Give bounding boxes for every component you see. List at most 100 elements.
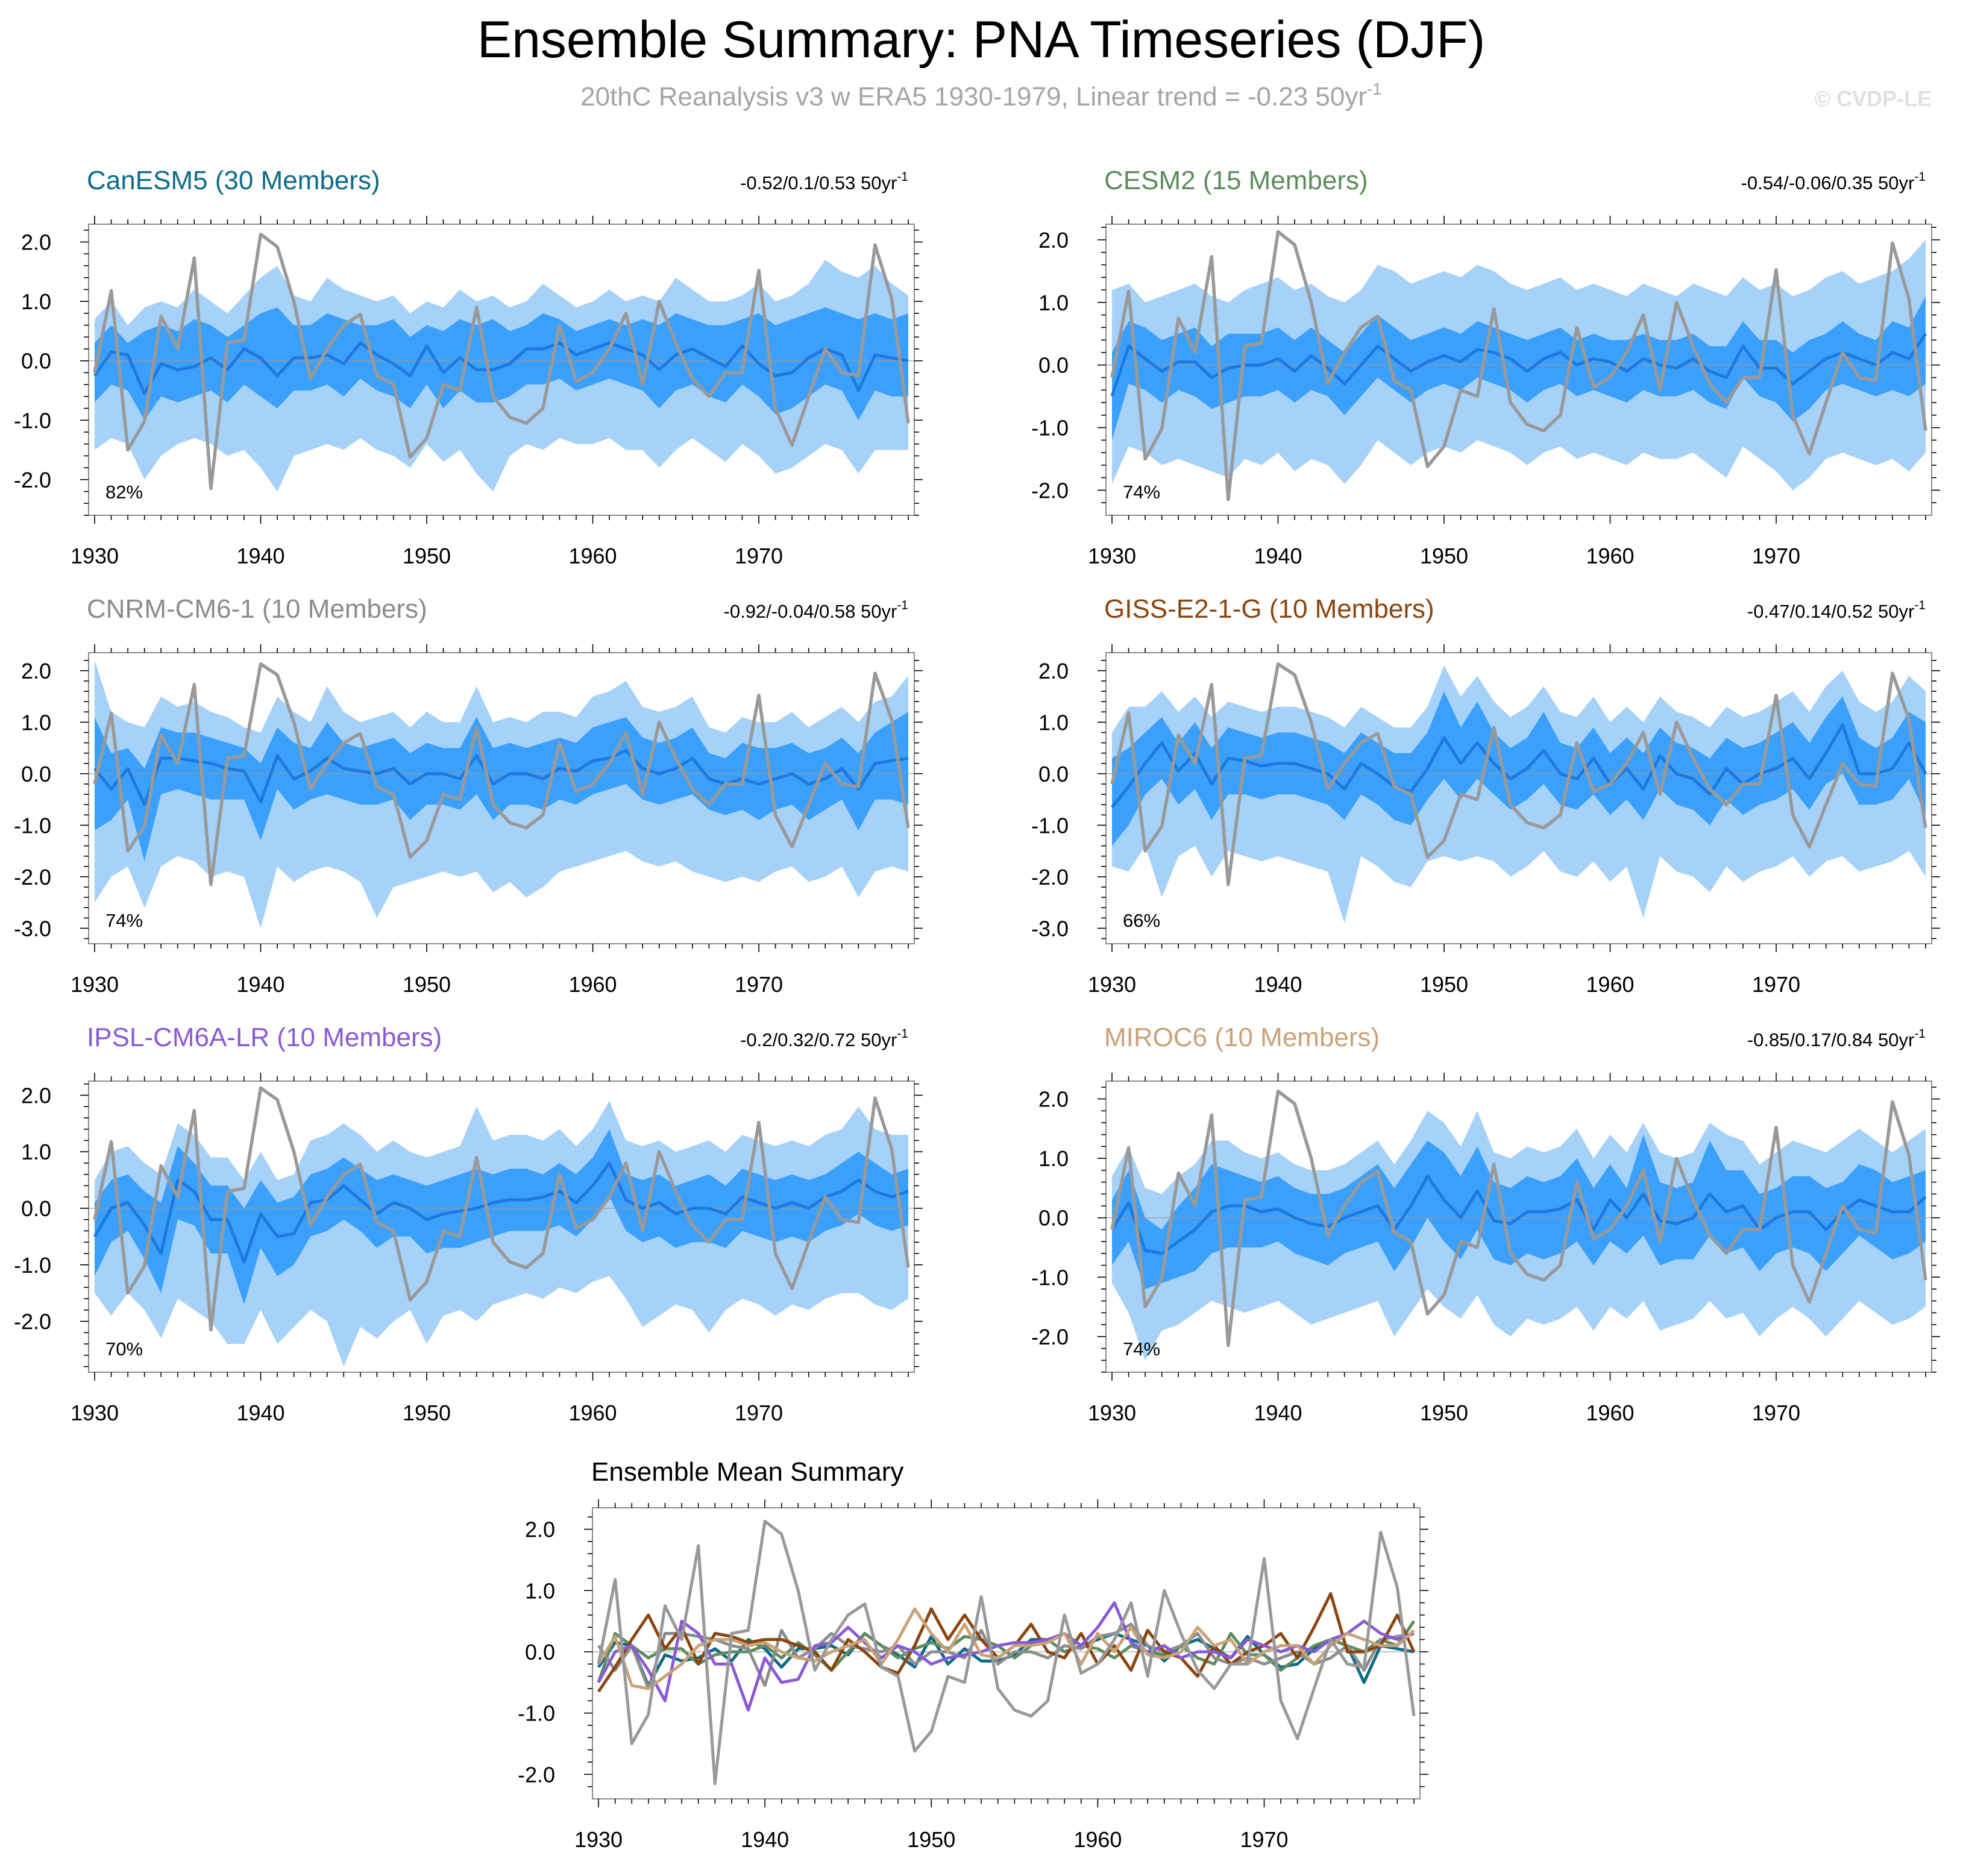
ensemble-25-75-band <box>95 712 908 862</box>
plot-frame <box>1105 224 1932 516</box>
y-tick-label: -2.0 <box>1031 865 1069 889</box>
x-tick-label: 1950 <box>403 544 451 568</box>
panel-title: MIROC6 (10 Members) <box>1104 1023 1380 1052</box>
y-tick-label: 2.0 <box>1038 659 1069 683</box>
y-tick-label: 1.0 <box>21 289 51 314</box>
plot-area <box>592 1519 1420 1786</box>
subtitle-text: 20thC Reanalysis v3 w ERA5 1930-1979, Li… <box>580 82 1367 111</box>
x-tick-label: 1950 <box>403 972 451 997</box>
percent-within-spread: 74% <box>1123 1338 1160 1360</box>
x-tick-label: 1930 <box>71 972 119 997</box>
percent-within-spread: 70% <box>105 1338 143 1360</box>
y-tick-label: -1.0 <box>14 408 51 433</box>
x-tick-label: 1950 <box>907 1827 955 1852</box>
series-line-ipsl-cm6a-lr <box>597 1601 1415 1712</box>
x-tick-label: 1950 <box>1420 972 1468 997</box>
plot-frame <box>88 1081 915 1373</box>
trend-text: -0.85/0.17/0.84 50yr <box>1747 1029 1914 1050</box>
y-tick-label: -2.0 <box>14 468 51 492</box>
y-tick-label: -2.0 <box>1031 478 1069 503</box>
plot-area <box>1106 662 1932 923</box>
y-tick-label: 1.0 <box>525 1578 555 1603</box>
y-tick-label: 0.0 <box>1038 353 1069 378</box>
y-tick-label: 2.0 <box>1038 1087 1069 1112</box>
series-line-cnrm-cm6-1 <box>597 1622 1415 1690</box>
percent-within-spread: 74% <box>105 910 143 931</box>
y-tick-label: 1.0 <box>21 1140 51 1164</box>
x-tick-label: 1940 <box>236 972 284 997</box>
panel-title: CNRM-CM6-1 (10 Members) <box>87 594 427 624</box>
panels: 1930 1940 1950 1960 1970 -2.0 -1.0 0.0 1.0 2.0 Can… <box>14 166 1940 1852</box>
x-tick-label: 1960 <box>568 972 617 997</box>
trend-exponent: -1 <box>1914 170 1926 184</box>
y-tick-label: -1.0 <box>518 1701 555 1726</box>
panel-title: IPSL-CM6A-LR (10 Members) <box>87 1023 442 1052</box>
y-tick-label: 0.0 <box>21 1196 51 1221</box>
observed-pna-line <box>93 1086 910 1332</box>
x-tick-label: 1960 <box>1586 544 1634 568</box>
y-tick-label: -1.0 <box>1031 813 1069 838</box>
percent-within-spread: 66% <box>1123 910 1160 931</box>
y-tick-label: 2.0 <box>525 1517 555 1542</box>
x-tick-label: 1930 <box>71 544 119 568</box>
y-tick-label: -1.0 <box>14 1253 51 1278</box>
panel-ipsl-cm6a-lr: 1930 1940 1950 1960 1970 -2.0 -1.0 0.0 1.0 2.0 IPS… <box>14 1023 923 1425</box>
y-tick-label: 2.0 <box>21 1083 51 1108</box>
x-tick-label: 1970 <box>735 1401 783 1425</box>
trend-exponent: -1 <box>897 598 908 612</box>
plot-frame <box>1105 1081 1932 1373</box>
trend-text: -0.54/-0.06/0.35 50yr <box>1741 172 1915 193</box>
x-tick-label: 1970 <box>735 972 783 997</box>
x-tick-label: 1970 <box>1752 544 1800 568</box>
x-tick-label: 1940 <box>236 1401 284 1425</box>
panel-title: CESM2 (15 Members) <box>1104 166 1368 195</box>
figure-subtitle: 20thC Reanalysis v3 w ERA5 1930-1979, Li… <box>580 80 1382 111</box>
trend-annotation: -0.85/0.17/0.84 50yr-1 <box>1747 1027 1926 1050</box>
panel-cnrm-cm6-1: 1930 1940 1950 1960 1970 -3.0 -2.0 -1.0 0.0 1.0 2.… <box>14 594 923 997</box>
percent-within-spread: 82% <box>105 482 143 503</box>
panel-title: GISS-E2-1-G (10 Members) <box>1104 594 1434 624</box>
plot-area <box>89 660 914 929</box>
trend-text: -0.2/0.32/0.72 50yr <box>740 1029 897 1050</box>
plot-frame <box>592 1507 1421 1799</box>
x-tick-label: 1970 <box>1240 1827 1288 1852</box>
trend-text: -0.92/-0.04/0.58 50yr <box>724 601 897 622</box>
ensemble-25-75-band <box>1112 1134 1926 1289</box>
y-tick-label: -2.0 <box>14 1310 51 1334</box>
trend-text: -0.47/0.14/0.52 50yr <box>1747 601 1914 622</box>
ensemble-25-75-band <box>95 1129 908 1305</box>
trend-text: -0.52/0.1/0.53 50yr <box>740 172 897 193</box>
x-tick-label: 1940 <box>741 1827 789 1852</box>
trend-annotation: -0.54/-0.06/0.35 50yr-1 <box>1741 170 1926 193</box>
observed-pna-line <box>1110 662 1927 886</box>
subtitle-exponent: -1 <box>1367 80 1382 98</box>
observed-pna-line <box>1110 1090 1927 1347</box>
x-tick-label: 1950 <box>1420 1401 1468 1425</box>
panel-giss-e2-1-g: 1930 1940 1950 1960 1970 -3.0 -2.0 -1.0 0.0 1.0 2.… <box>1031 594 1940 997</box>
trend-annotation: -0.92/-0.04/0.58 50yr-1 <box>724 598 908 622</box>
x-tick-label: 1970 <box>1752 972 1800 997</box>
x-tick-label: 1970 <box>1752 1401 1800 1425</box>
panel-miroc6: 1930 1940 1950 1960 1970 -2.0 -1.0 0.0 1.0 2.0 MIR… <box>1031 1023 1940 1425</box>
x-tick-label: 1940 <box>1254 972 1302 997</box>
percent-within-spread: 74% <box>1123 482 1160 503</box>
series-line-20thc-reanalysis-v3-w-era5 <box>597 1519 1416 1786</box>
ensemble-25-75-band <box>1112 296 1926 441</box>
plot-frame <box>88 224 915 516</box>
x-tick-label: 1960 <box>568 544 617 568</box>
x-tick-label: 1970 <box>735 544 783 568</box>
panel-canesm5: 1930 1940 1950 1960 1970 -2.0 -1.0 0.0 1.0 2.0 Can… <box>14 166 923 568</box>
x-tick-label: 1950 <box>1420 544 1468 568</box>
y-tick-label: -1.0 <box>1031 416 1069 441</box>
y-tick-label: 2.0 <box>1038 228 1069 253</box>
plot-area <box>89 1086 914 1367</box>
y-tick-label: 0.0 <box>1038 1206 1069 1231</box>
x-tick-label: 1960 <box>1586 972 1634 997</box>
panel-cesm2: 1930 1940 1950 1960 1970 -2.0 -1.0 0.0 1.0 2.0 CES… <box>1031 166 1940 568</box>
trend-exponent: -1 <box>1914 598 1926 612</box>
y-tick-label: 1.0 <box>1038 710 1069 735</box>
trend-annotation: -0.52/0.1/0.53 50yr-1 <box>740 170 908 193</box>
y-tick-label: -2.0 <box>14 865 51 889</box>
ensemble-25-75-band <box>1112 691 1926 846</box>
